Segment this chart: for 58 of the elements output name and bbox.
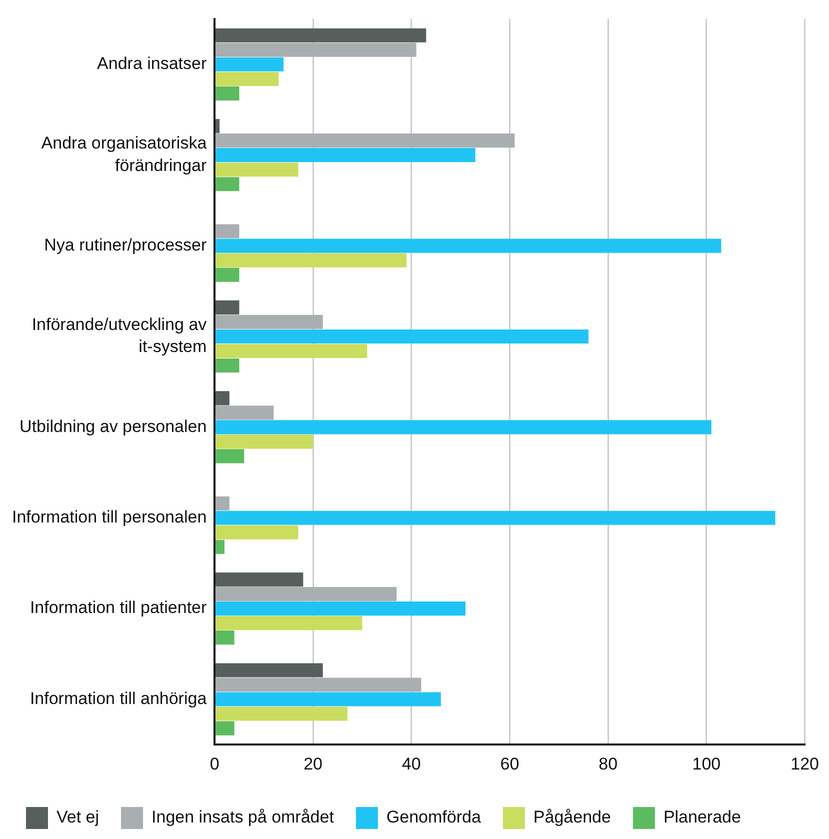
bar bbox=[215, 329, 588, 344]
x-tick-label: 20 bbox=[304, 754, 322, 774]
x-tick-label: 80 bbox=[598, 754, 618, 774]
bar bbox=[215, 510, 776, 525]
legend-label: Vet ej bbox=[56, 808, 100, 827]
bar bbox=[215, 344, 368, 358]
bar bbox=[215, 434, 314, 449]
bar bbox=[215, 238, 722, 253]
bar bbox=[215, 177, 240, 192]
bar bbox=[215, 587, 397, 602]
x-tick-label: 40 bbox=[402, 754, 421, 774]
legend-label: Ingen insats på området bbox=[152, 808, 334, 827]
bar bbox=[215, 678, 422, 692]
y-tick-label: Utbildning av personalen bbox=[20, 416, 207, 436]
bar bbox=[215, 602, 466, 616]
bar bbox=[215, 148, 476, 162]
bar bbox=[215, 692, 441, 706]
y-tick-label: Information till anhöriga bbox=[30, 688, 208, 708]
y-tick-label: Information till patienter bbox=[30, 598, 207, 618]
bar bbox=[215, 162, 298, 177]
y-tick-label: Information till personalen bbox=[12, 508, 207, 527]
bar bbox=[215, 28, 426, 42]
bar bbox=[215, 663, 323, 678]
legend-label: Genomförda bbox=[386, 808, 482, 827]
bar bbox=[215, 358, 240, 373]
x-tick-label: 120 bbox=[790, 754, 820, 774]
bar bbox=[215, 391, 230, 406]
bar bbox=[215, 616, 362, 630]
bar bbox=[215, 721, 234, 736]
bar bbox=[215, 134, 515, 148]
y-tick-label: Andra insatser bbox=[97, 54, 207, 74]
bar bbox=[215, 57, 284, 72]
bar bbox=[215, 706, 348, 721]
bar bbox=[215, 420, 712, 434]
bar bbox=[215, 300, 240, 314]
bar bbox=[215, 630, 234, 645]
bar bbox=[215, 42, 416, 57]
bar bbox=[215, 72, 279, 86]
legend-label: Planerade bbox=[663, 808, 741, 827]
bar bbox=[215, 268, 240, 282]
bar bbox=[215, 496, 230, 510]
bar bbox=[215, 406, 274, 420]
bar bbox=[215, 119, 220, 134]
x-tick-label: 0 bbox=[210, 754, 220, 774]
x-tick-label: 100 bbox=[692, 754, 721, 774]
bar bbox=[215, 525, 298, 540]
bar bbox=[215, 540, 224, 554]
legend-label: Pågående bbox=[533, 808, 611, 827]
x-tick-label: 60 bbox=[500, 754, 520, 774]
y-tick-label: Andra organisatoriska förändringar bbox=[41, 134, 208, 175]
bar bbox=[215, 253, 406, 268]
bar bbox=[215, 86, 240, 100]
bar bbox=[215, 449, 244, 464]
bar bbox=[215, 224, 240, 238]
y-tick-label: Nya rutiner/processer bbox=[44, 235, 207, 254]
bar bbox=[215, 572, 304, 587]
bar bbox=[215, 314, 323, 330]
y-tick-label: Införande/utveckling av it-system bbox=[32, 315, 208, 356]
